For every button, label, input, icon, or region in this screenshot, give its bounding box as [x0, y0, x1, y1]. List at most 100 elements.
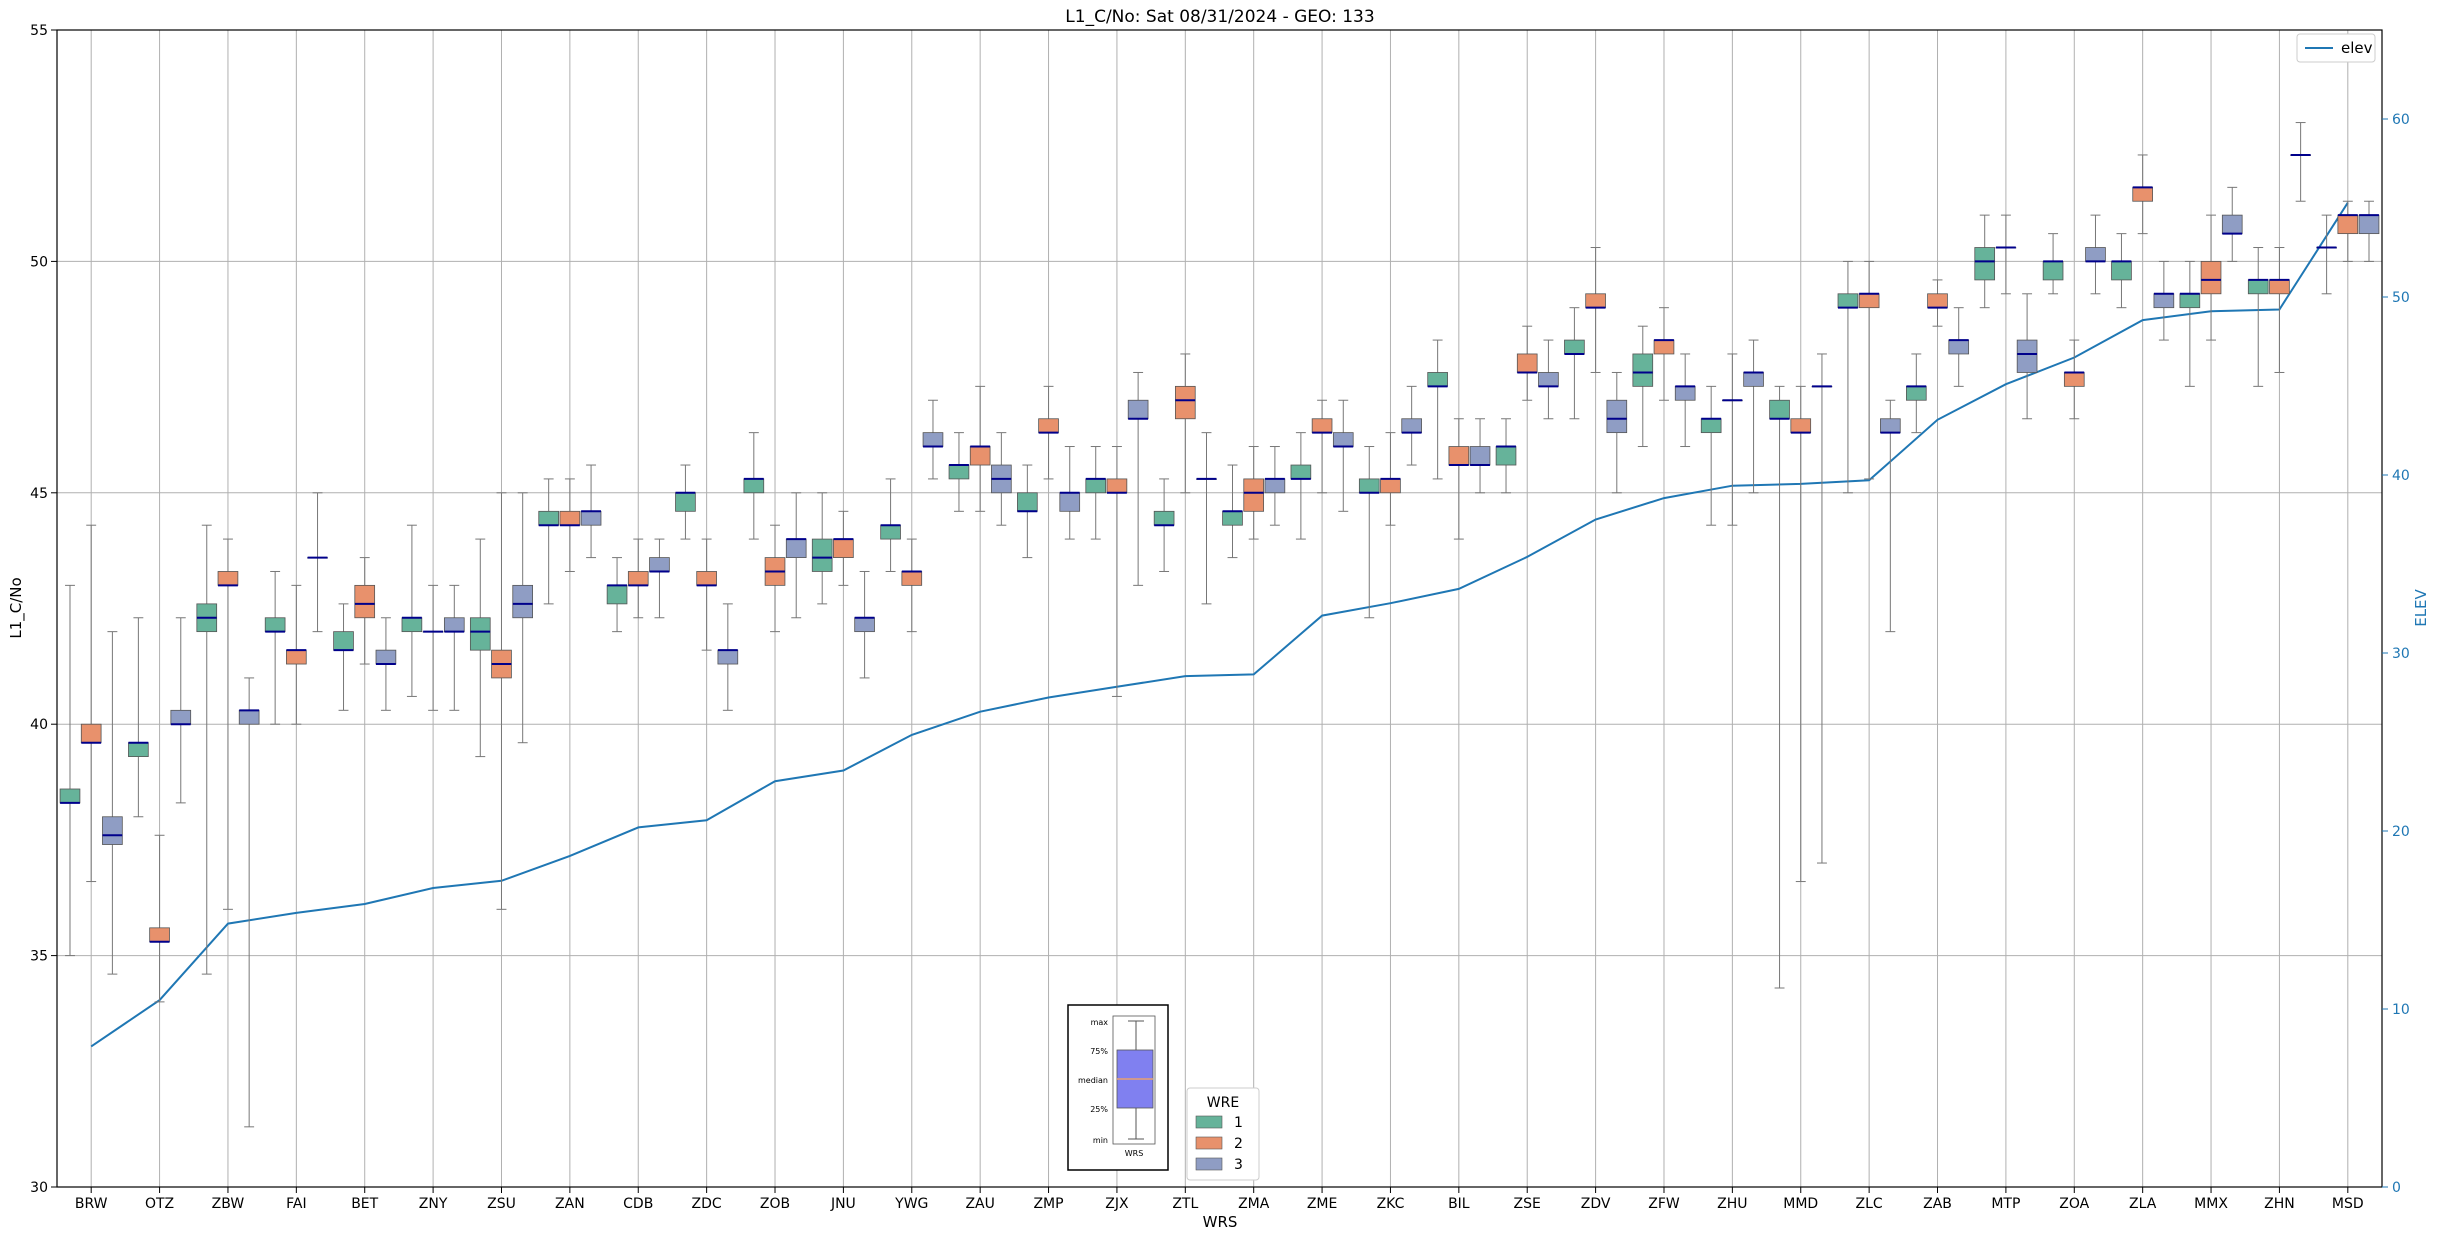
- box-wre-1: [1495, 446, 1517, 466]
- box-wre-3: [512, 584, 533, 619]
- box-wre-1: [606, 584, 628, 605]
- x-tick-label: JNU: [830, 1196, 856, 1212]
- box-wre-2: [1516, 353, 1538, 373]
- box-wre-2: [354, 584, 376, 619]
- box-wre-2: [833, 538, 854, 558]
- box-wre-1: [880, 524, 901, 540]
- box-wre-1: [333, 631, 354, 651]
- wre-legend-frame: [1186, 1087, 1260, 1181]
- box-wre-1: [1974, 247, 1996, 281]
- axis-layer: 30 35 40 45 50 55 0 10 20 30 40 50 60 BRW OTZ ZBW FAI BET…: [30, 23, 2410, 1212]
- elev-line-layer: [90, 202, 2349, 1048]
- y2-tick-label: 30: [2392, 646, 2410, 662]
- x-tick-label: ZHN: [2264, 1196, 2295, 1212]
- y-tick-label: 50: [30, 254, 48, 270]
- x-tick-label: ZJX: [1105, 1196, 1129, 1212]
- box-wre-2: [1448, 446, 1470, 466]
- box-wre-1: [1085, 478, 1107, 494]
- x-tick-label: ZDV: [1581, 1196, 1611, 1212]
- wre-legend-label-2: 2: [1234, 1136, 1243, 1152]
- box-wre-3: [2221, 214, 2243, 235]
- y-tick-label: 30: [30, 1180, 48, 1196]
- box-wre-1: [743, 478, 765, 494]
- x-tick-label: CDB: [623, 1196, 653, 1212]
- y-tick-label: 40: [30, 717, 48, 733]
- box-wre-1: [538, 510, 559, 526]
- box-wre-2: [1106, 478, 1128, 494]
- y2-tick-label: 50: [2392, 290, 2410, 306]
- box-wre-3: [1401, 418, 1422, 434]
- x-tick-label: ZAU: [965, 1196, 994, 1212]
- x-axis-label: WRS: [1203, 1213, 1238, 1231]
- elev-legend: elev: [2296, 33, 2376, 63]
- box-wre-1: [1769, 399, 1790, 420]
- x-tick-label: ZLC: [1856, 1196, 1883, 1212]
- box-wre-1: [1632, 353, 1654, 387]
- box-wre-3: [1127, 399, 1149, 420]
- box-wre-3: [375, 649, 397, 665]
- chart-title: L1_C/No: Sat 08/31/2024 - GEO: 133: [1065, 7, 1374, 27]
- box-wre-2: [1243, 478, 1265, 512]
- x-tick-label: ZSE: [1514, 1196, 1541, 1212]
- box-wre-2: [696, 571, 717, 586]
- box-layer: [59, 122, 2380, 1128]
- box-wre-3: [785, 538, 807, 558]
- box-wre-1: [811, 538, 833, 572]
- x-tick-label: ZKC: [1377, 1196, 1405, 1212]
- box-wre-2: [2337, 214, 2359, 235]
- wre-legend-title: WRE: [1207, 1095, 1239, 1111]
- box-wre-1: [1222, 510, 1243, 526]
- x-tick-label: ZLA: [2129, 1196, 2157, 1212]
- box-wre-3: [1264, 478, 1286, 494]
- y-tick-label: 55: [30, 23, 48, 39]
- x-tick-label: BET: [351, 1196, 378, 1212]
- box-wre-1: [675, 492, 696, 512]
- box-wre-3: [238, 709, 260, 725]
- box-wre-1: [59, 788, 81, 804]
- box-wre-3: [2358, 214, 2380, 235]
- box-wre-2: [1858, 293, 1880, 309]
- box-wre-3: [2016, 339, 2038, 373]
- box-wre-2: [217, 571, 239, 586]
- y-axis-label: L1_C/No: [7, 577, 26, 638]
- box-wre-2: [969, 446, 991, 466]
- y2-tick-label: 10: [2392, 1002, 2410, 1018]
- box-wre-2: [1790, 418, 1812, 434]
- box-wre-2: [1653, 339, 1675, 355]
- box-wre-3: [922, 432, 944, 447]
- plot-frame: [56, 29, 2383, 1188]
- x-tick-label: ZOB: [760, 1196, 790, 1212]
- box-wre-3: [1469, 446, 1491, 466]
- box-wre-1: [264, 617, 286, 633]
- x-tick-label: YWG: [894, 1196, 928, 1212]
- box-key-label-median: median: [1078, 1076, 1108, 1085]
- x-tick-label: ZFW: [1648, 1196, 1680, 1212]
- box-wre-3: [717, 649, 739, 665]
- box-wre-3: [2153, 293, 2175, 309]
- wre-legend-swatch-2: [1195, 1136, 1223, 1150]
- y2-tick-label: 20: [2392, 824, 2410, 840]
- box-wre-1: [1700, 418, 1722, 434]
- x-tick-label: ZNY: [419, 1196, 448, 1212]
- y-tick-label: 45: [30, 486, 48, 502]
- x-tick-label: BRW: [75, 1196, 108, 1212]
- box-wre-3: [1743, 372, 1764, 387]
- x-tick-label: FAI: [286, 1196, 306, 1212]
- box-key-label-wrs: WRS: [1125, 1149, 1144, 1158]
- x-tick-label: ZHU: [1717, 1196, 1747, 1212]
- box-wre-2: [1927, 293, 1948, 309]
- box-wre-1: [1017, 492, 1038, 512]
- box-key-label-q1: 25%: [1090, 1105, 1108, 1114]
- wre-legend-items: 1 2 3: [1195, 1115, 1243, 1173]
- box-wre-2: [627, 571, 649, 586]
- box-wre-3: [102, 816, 123, 845]
- elev-line: [90, 202, 2349, 1048]
- box-wre-1: [128, 742, 149, 757]
- box-wre-3: [170, 709, 192, 725]
- box-wre-2: [2269, 279, 2290, 295]
- x-tick-label: MMX: [2194, 1196, 2228, 1212]
- y2-axis-label: ELEV: [2412, 588, 2430, 626]
- box-key-inner-frame: [1112, 1015, 1156, 1145]
- box-wre-1: [1906, 385, 1927, 401]
